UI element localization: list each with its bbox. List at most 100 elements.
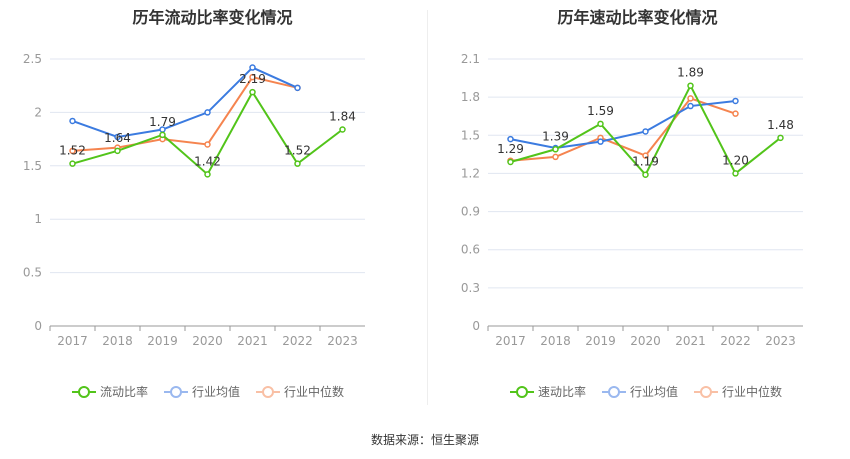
data-label: 1.19 bbox=[632, 155, 659, 169]
chart-title-quick-ratio: 历年速动比率变化情况 bbox=[557, 8, 718, 27]
data-source: 数据来源：恒生聚源 bbox=[370, 433, 479, 447]
data-point bbox=[114, 133, 121, 141]
data-point bbox=[249, 64, 256, 71]
data-label: 1.52 bbox=[59, 144, 86, 158]
data-label: 1.20 bbox=[722, 153, 749, 167]
legend-item[interactable]: 行业均值 bbox=[164, 383, 240, 400]
data-point bbox=[294, 84, 301, 92]
legend-item[interactable]: 流动比率 bbox=[72, 383, 148, 400]
data-label: 1.29 bbox=[497, 142, 524, 156]
series-line bbox=[72, 66, 298, 138]
x-tick-label: 2021 bbox=[237, 334, 268, 348]
data-point bbox=[777, 134, 784, 142]
y-tick-label: 1.5 bbox=[461, 128, 480, 142]
data-point bbox=[507, 158, 514, 166]
x-tick-label: 2022 bbox=[282, 334, 313, 348]
data-point bbox=[204, 141, 211, 148]
legend-marker-icon bbox=[256, 385, 281, 398]
data-point bbox=[294, 160, 301, 167]
data-point bbox=[687, 95, 694, 102]
y-tick-label: 0.3 bbox=[461, 281, 480, 295]
data-point bbox=[69, 160, 76, 167]
data-point bbox=[687, 102, 694, 110]
x-tick-label: 2020 bbox=[192, 334, 223, 348]
data-label: 1.84 bbox=[329, 109, 356, 123]
data-point bbox=[69, 147, 76, 155]
data-point bbox=[642, 171, 649, 178]
x-tick-label: 2017 bbox=[57, 334, 88, 348]
divider bbox=[427, 10, 428, 405]
data-point bbox=[114, 147, 121, 155]
data-label: 1.79 bbox=[149, 115, 176, 129]
data-point bbox=[159, 131, 166, 139]
x-tick-label: 2018 bbox=[102, 334, 133, 348]
y-tick-label: 2.5 bbox=[23, 52, 42, 66]
data-point bbox=[69, 117, 76, 125]
data-point bbox=[552, 153, 559, 161]
legend-label: 流动比率 bbox=[100, 385, 149, 399]
data-point bbox=[642, 128, 649, 135]
data-point bbox=[339, 126, 346, 133]
data-point bbox=[687, 82, 694, 89]
data-label: 1.39 bbox=[542, 129, 569, 143]
data-point bbox=[642, 152, 649, 159]
y-tick-label: 0.6 bbox=[461, 243, 480, 257]
series-line bbox=[510, 99, 736, 150]
data-point bbox=[732, 97, 739, 105]
data-point bbox=[597, 120, 604, 128]
data-point bbox=[204, 171, 211, 178]
legend-left: 流动比率 行业均值 行业中位数 bbox=[72, 383, 344, 400]
data-label: 2.19 bbox=[239, 72, 266, 86]
x-tick-label: 2018 bbox=[540, 334, 571, 348]
legend-right: 速动比率 行业均值 行业中位数 bbox=[510, 383, 782, 400]
data-point bbox=[552, 146, 559, 153]
y-tick-label: 2.1 bbox=[461, 52, 480, 66]
data-point bbox=[204, 109, 211, 116]
data-label: 1.89 bbox=[677, 66, 704, 80]
x-tick-label: 2022 bbox=[720, 334, 751, 348]
legend-label: 行业中位数 bbox=[722, 385, 783, 399]
series-line bbox=[72, 76, 298, 152]
x-tick-label: 2021 bbox=[675, 334, 706, 348]
data-point bbox=[732, 170, 739, 177]
data-point bbox=[249, 88, 256, 96]
x-tick-label: 2023 bbox=[765, 334, 796, 348]
y-tick-label: 1.5 bbox=[23, 159, 42, 173]
x-tick-label: 2023 bbox=[327, 334, 358, 348]
data-point bbox=[249, 73, 256, 81]
data-point bbox=[732, 110, 739, 117]
legend-item[interactable]: 行业中位数 bbox=[256, 383, 344, 400]
x-tick-label: 2019 bbox=[585, 334, 616, 348]
legend-item[interactable]: 行业均值 bbox=[602, 383, 678, 400]
legend-label: 行业均值 bbox=[192, 385, 241, 399]
data-label: 1.48 bbox=[767, 118, 794, 132]
legend-marker-icon bbox=[510, 385, 534, 398]
data-label: 1.52 bbox=[284, 144, 311, 158]
y-tick-label: 1.8 bbox=[461, 90, 480, 104]
y-tick-label: 0 bbox=[472, 319, 480, 333]
legend-item[interactable]: 行业中位数 bbox=[694, 383, 782, 400]
legend-marker-icon bbox=[694, 385, 719, 398]
legend-label: 行业中位数 bbox=[284, 385, 345, 399]
y-tick-label: 2 bbox=[34, 105, 42, 119]
legend-label: 速动比率 bbox=[538, 385, 587, 399]
y-tick-label: 1 bbox=[34, 212, 42, 226]
data-label: 1.64 bbox=[104, 131, 131, 145]
x-tick-label: 2019 bbox=[147, 334, 178, 348]
x-tick-label: 2017 bbox=[495, 334, 526, 348]
data-point bbox=[597, 138, 604, 145]
legend-item[interactable]: 速动比率 bbox=[510, 383, 586, 400]
legend-marker-icon bbox=[72, 385, 96, 398]
legend-label: 行业均值 bbox=[630, 385, 679, 399]
data-label: 1.42 bbox=[194, 154, 221, 168]
legend-marker-icon bbox=[164, 385, 189, 398]
x-tick-label: 2020 bbox=[630, 334, 661, 348]
data-point bbox=[507, 135, 514, 143]
y-tick-label: 1.2 bbox=[461, 166, 480, 180]
chart-title-current-ratio: 历年流动比率变化情况 bbox=[132, 8, 293, 27]
y-tick-label: 0.5 bbox=[23, 266, 42, 280]
y-tick-label: 0 bbox=[34, 319, 42, 333]
y-tick-label: 0.9 bbox=[461, 205, 480, 219]
